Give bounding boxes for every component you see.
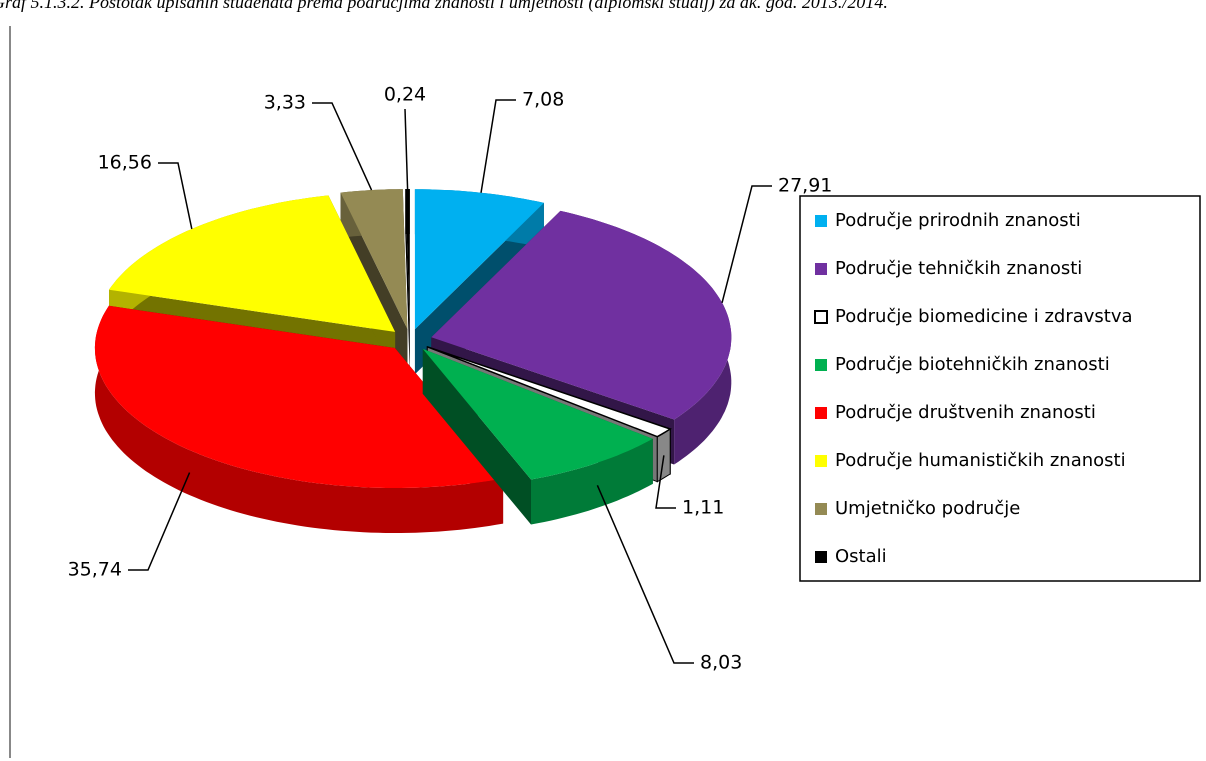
- value-label: 27,91: [778, 175, 832, 197]
- value-label: 35,74: [68, 559, 122, 581]
- slice-wall: [94, 305, 504, 533]
- slice-top: [431, 210, 732, 420]
- pie-slice: [422, 348, 653, 525]
- legend-label: Područje tehničkih znanosti: [835, 258, 1082, 279]
- legend-label: Područje humanističkih znanosti: [835, 450, 1126, 471]
- legend-swatch: [815, 407, 827, 419]
- legend-box: [799, 195, 1201, 582]
- leader-line: [596, 485, 694, 664]
- slice-wall: [531, 438, 653, 525]
- value-label: 1,11: [682, 497, 724, 519]
- leader-line: [721, 185, 772, 303]
- slice-top: [109, 195, 396, 332]
- legend-swatch: [814, 310, 828, 324]
- legend-label: Područje biomedicine i zdravstva: [835, 306, 1133, 327]
- value-label: 0,24: [384, 84, 426, 106]
- leader-line: [312, 102, 373, 191]
- legend-swatch: [815, 455, 827, 467]
- legend-label: Ostali: [835, 546, 887, 567]
- legend-label: Područje biotehničkih znanosti: [835, 354, 1110, 375]
- value-label: 8,03: [700, 652, 742, 674]
- value-label: 16,56: [98, 152, 152, 174]
- legend-label: Područje prirodnih znanosti: [835, 210, 1081, 231]
- pie-slice: [405, 189, 410, 374]
- slice-side: [422, 348, 531, 525]
- chart-title: Graf 5.1.3.2. Postotak upisanih studenat…: [0, 0, 888, 13]
- leader-line: [480, 99, 516, 193]
- value-label: 3,33: [264, 92, 306, 114]
- legend-label: Područje društvenih znanosti: [835, 402, 1096, 423]
- legend-swatch: [815, 359, 827, 371]
- slice-top: [340, 189, 408, 330]
- slice-top: [427, 346, 672, 438]
- leader-line: [404, 108, 409, 190]
- legend-swatch: [815, 215, 827, 227]
- legend-swatch: [815, 263, 827, 275]
- legend-swatch: [815, 551, 827, 563]
- slice-top: [94, 305, 504, 488]
- pie-slice: [94, 305, 504, 533]
- value-label: 7,08: [522, 89, 564, 111]
- slice-top: [405, 189, 410, 329]
- legend-label: Umjetničko područje: [835, 498, 1020, 519]
- leader-line: [655, 455, 676, 509]
- slice-wall: [656, 428, 671, 483]
- slice-top: [422, 348, 653, 480]
- legend-swatch: [815, 503, 827, 515]
- leader-line: [128, 472, 191, 571]
- slice-side: [405, 189, 410, 374]
- leader-line: [158, 162, 193, 230]
- slice-top: [414, 189, 544, 330]
